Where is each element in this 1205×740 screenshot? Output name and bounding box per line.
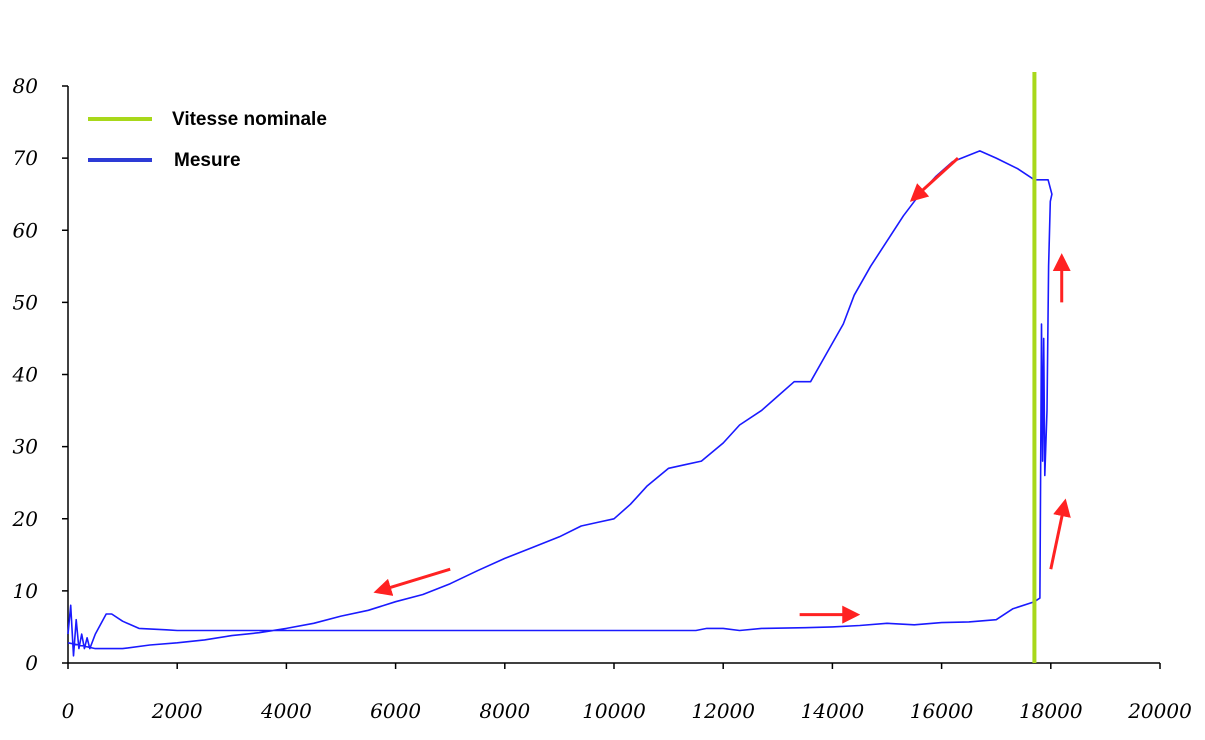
legend-label: Vitesse nominale bbox=[172, 109, 327, 130]
x-tick-label: 14000 bbox=[801, 699, 865, 723]
y-tick-label: 20 bbox=[12, 507, 39, 531]
y-tick-label: 0 bbox=[25, 651, 38, 675]
x-tick-label: 0 bbox=[62, 699, 75, 723]
y-tick-label: 30 bbox=[13, 435, 39, 459]
axes bbox=[67, 86, 1160, 664]
annotation-layer bbox=[373, 157, 1071, 624]
x-tick-label: 16000 bbox=[910, 699, 974, 723]
y-tick-label: 10 bbox=[13, 579, 39, 603]
x-tick-label: 18000 bbox=[1019, 699, 1083, 723]
x-tick-label: 2000 bbox=[151, 699, 203, 723]
y-tick-label: 80 bbox=[13, 74, 39, 98]
x-tick-label: 8000 bbox=[479, 699, 530, 723]
legend: Vitesse nominale Mesure bbox=[88, 109, 327, 171]
series-layer bbox=[67, 150, 1053, 657]
direction-arrow bbox=[909, 157, 959, 202]
legend-label: Mesure bbox=[174, 150, 241, 171]
x-tick-label: 20000 bbox=[1127, 699, 1192, 723]
y-axis-ticks: 0 10 20 30 40 50 60 70 80 bbox=[12, 74, 68, 675]
direction-arrow bbox=[373, 567, 451, 596]
series-line-mesure bbox=[67, 150, 1053, 657]
x-tick-label: 10000 bbox=[582, 699, 646, 723]
x-tick-label: 12000 bbox=[691, 699, 755, 723]
x-axis-ticks: 0 2000 4000 6000 8000 10000 12000 14000 16000 180… bbox=[62, 663, 1192, 723]
y-tick-label: 60 bbox=[13, 218, 39, 242]
x-tick-label: 6000 bbox=[370, 699, 421, 723]
x-tick-label: 4000 bbox=[260, 699, 312, 723]
y-tick-label: 40 bbox=[12, 363, 39, 387]
y-tick-label: 70 bbox=[13, 146, 39, 170]
direction-arrow bbox=[1049, 498, 1071, 570]
y-tick-label: 50 bbox=[13, 290, 39, 314]
